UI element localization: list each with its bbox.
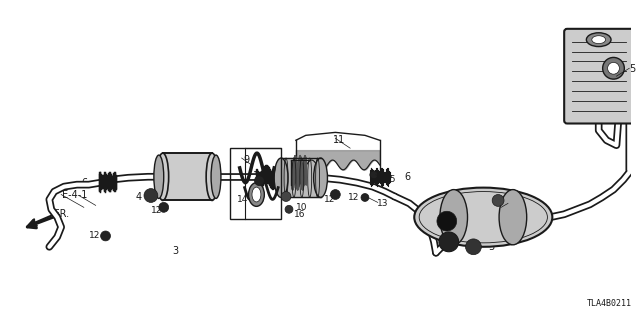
- Text: 10: 10: [296, 203, 307, 212]
- Text: 15: 15: [385, 175, 396, 184]
- Circle shape: [361, 194, 369, 201]
- Text: 12: 12: [151, 206, 163, 215]
- Circle shape: [607, 62, 620, 74]
- Ellipse shape: [499, 189, 527, 245]
- Circle shape: [100, 231, 111, 241]
- Ellipse shape: [252, 187, 261, 202]
- Ellipse shape: [586, 33, 611, 47]
- Text: 5: 5: [629, 64, 636, 74]
- Text: 14: 14: [253, 171, 264, 180]
- Ellipse shape: [154, 155, 164, 198]
- Ellipse shape: [314, 158, 328, 197]
- Text: 4: 4: [135, 193, 141, 203]
- FancyBboxPatch shape: [163, 153, 212, 200]
- Text: 6: 6: [404, 172, 410, 182]
- Ellipse shape: [414, 188, 552, 247]
- Text: 16: 16: [294, 210, 305, 219]
- Circle shape: [370, 171, 378, 179]
- Ellipse shape: [157, 153, 169, 200]
- Circle shape: [437, 211, 457, 231]
- Text: 3: 3: [173, 246, 179, 256]
- Ellipse shape: [274, 158, 288, 197]
- Circle shape: [281, 192, 291, 201]
- Text: 9: 9: [244, 155, 250, 165]
- Ellipse shape: [211, 155, 221, 198]
- Circle shape: [144, 188, 158, 203]
- Ellipse shape: [248, 183, 264, 206]
- Text: 7: 7: [250, 190, 256, 201]
- Circle shape: [255, 176, 264, 186]
- Text: E-4-1: E-4-1: [62, 189, 88, 200]
- Ellipse shape: [206, 153, 218, 200]
- Text: 2: 2: [301, 173, 307, 183]
- Text: 13: 13: [377, 199, 388, 208]
- Text: FR.: FR.: [54, 209, 69, 219]
- Text: 12: 12: [323, 195, 335, 204]
- Circle shape: [159, 203, 169, 212]
- Circle shape: [285, 205, 293, 213]
- Text: 5: 5: [488, 242, 495, 252]
- Circle shape: [465, 239, 481, 255]
- Text: 8: 8: [509, 199, 515, 208]
- FancyBboxPatch shape: [564, 29, 634, 124]
- Ellipse shape: [592, 36, 605, 44]
- Circle shape: [492, 195, 504, 206]
- Circle shape: [330, 189, 340, 199]
- Ellipse shape: [439, 232, 459, 252]
- Text: 6: 6: [81, 178, 87, 188]
- Text: TLA4B0211: TLA4B0211: [587, 299, 632, 308]
- Text: 4: 4: [444, 204, 450, 214]
- Text: 12: 12: [348, 193, 360, 202]
- Text: 12: 12: [89, 231, 100, 240]
- Bar: [230, 148, 281, 219]
- Ellipse shape: [440, 189, 467, 245]
- Text: 11: 11: [333, 135, 346, 145]
- Circle shape: [603, 57, 625, 79]
- Text: 14: 14: [237, 195, 248, 204]
- Text: 1: 1: [296, 160, 302, 170]
